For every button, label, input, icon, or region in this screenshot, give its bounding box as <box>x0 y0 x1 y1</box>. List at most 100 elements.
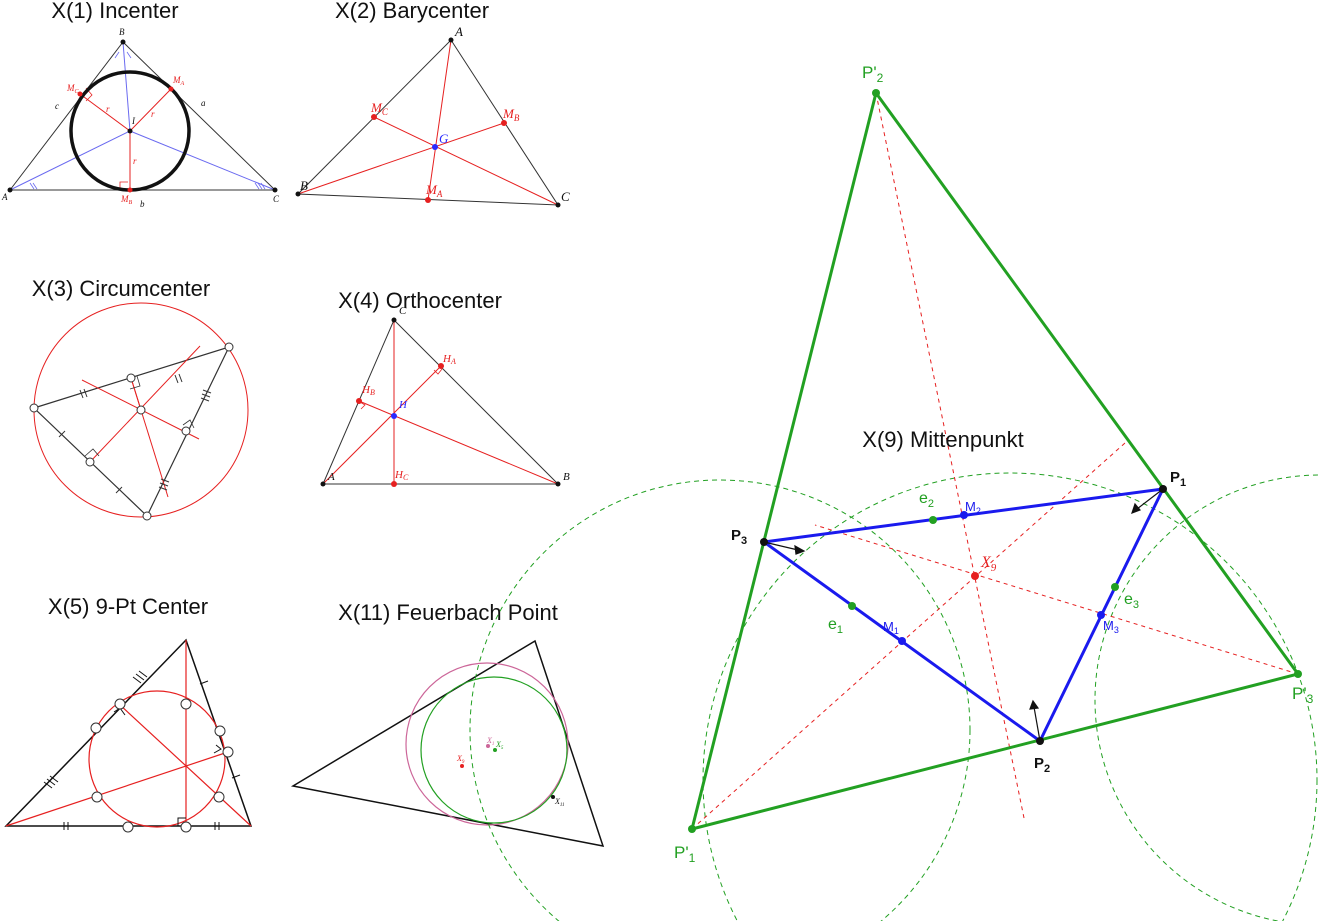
label-x5: X5 <box>495 740 504 751</box>
excircle-arc <box>1094 474 1320 921</box>
ninepoint-point <box>91 791 103 803</box>
label-m1: M1 <box>883 619 899 636</box>
excircle-arc <box>702 472 1318 921</box>
median-a <box>297 122 505 195</box>
excenter-point <box>688 825 696 833</box>
label-vertex-a: A <box>454 24 463 39</box>
altitude-b <box>358 400 559 485</box>
vertex-point <box>1159 485 1167 493</box>
equal-tick <box>200 389 212 402</box>
label-mc: MC <box>66 83 80 95</box>
label-side-c: c <box>55 101 59 111</box>
excentral-triangle <box>689 89 1301 832</box>
median-b <box>427 39 452 201</box>
panel-feuerbach: X(11) Feuerbach Point X9 X1 X5 X11 <box>290 600 605 847</box>
label-vertex-c: C <box>561 189 570 204</box>
label-vertex-a: A <box>1 192 8 202</box>
label-mb: MB <box>502 106 520 123</box>
foot-point <box>391 481 397 487</box>
label-x11: X11 <box>554 797 565 808</box>
x5-point <box>493 748 497 752</box>
excircle-touch-point <box>929 516 937 524</box>
vertex-point <box>320 481 326 487</box>
label-x9: X9 <box>456 754 465 765</box>
label-m3: M3 <box>1103 618 1119 635</box>
equal-tick <box>63 822 69 830</box>
panel-title-circumcenter: X(3) Circumcenter <box>32 276 210 301</box>
label-mb: MB <box>120 194 133 206</box>
ninepoint-point <box>214 725 226 737</box>
vertex-point <box>29 403 39 413</box>
x11-point <box>551 795 555 799</box>
foot-point <box>438 363 444 369</box>
bisector-b <box>122 41 131 132</box>
label-x1: X1 <box>486 736 494 747</box>
label-x9: X9 <box>980 554 997 574</box>
label-vertex-b: B <box>300 178 308 193</box>
x9-point <box>460 764 464 768</box>
perp-bisector <box>130 377 169 498</box>
feuerbach-triangle <box>290 639 605 847</box>
angle-tick <box>254 182 266 190</box>
label-m2: M2 <box>965 499 981 516</box>
right-angle-mark <box>129 375 141 390</box>
label-p3: P3 <box>731 527 747 547</box>
label-hc: HC <box>394 469 409 482</box>
perp-bisector <box>89 345 201 463</box>
right-angle-mark <box>359 401 366 410</box>
midpoint <box>501 120 507 126</box>
vertex-point <box>391 317 397 323</box>
equal-tick <box>158 478 170 491</box>
excircle-arc <box>469 479 971 921</box>
midpoint <box>85 457 95 467</box>
label-radius: r <box>151 109 155 119</box>
label-vertex-c: C <box>399 305 407 317</box>
label-ma: MA <box>172 75 185 87</box>
label-radius: r <box>133 156 137 166</box>
circumcenter-triangle <box>32 346 231 518</box>
x1-point <box>486 744 490 748</box>
altitude-a <box>322 365 442 485</box>
foot-point <box>356 398 362 404</box>
right-angle-mark <box>182 419 195 429</box>
tangent-point <box>168 86 174 92</box>
incenter-triangle <box>8 41 277 191</box>
panel-title-mittenpunkt: X(9) Mittenpunkt <box>862 427 1023 452</box>
panel-incenter: X(1) Incenter A B C a b c I <box>1 0 280 209</box>
equal-tick <box>43 775 59 789</box>
angle-tick <box>114 51 132 59</box>
ninepoint-point <box>90 722 102 734</box>
equal-tick <box>174 373 183 384</box>
excenter-point <box>1294 670 1302 678</box>
label-pp1: P'1 <box>674 843 696 865</box>
vertex-point <box>224 342 234 352</box>
midpoint <box>1097 611 1105 619</box>
orthocenter-point <box>391 413 397 419</box>
ninepoint-point <box>114 698 126 710</box>
label-hb: HB <box>361 384 375 397</box>
equal-tick <box>58 430 66 438</box>
bisector-c <box>129 130 276 191</box>
equal-tick <box>214 822 220 830</box>
radius-c <box>79 93 131 132</box>
mittenpunkt-point <box>971 572 979 580</box>
vertex-point <box>7 187 13 193</box>
label-vertex-a: A <box>327 471 335 483</box>
ninepoint-point <box>180 821 192 833</box>
vertex-point <box>142 511 152 521</box>
label-vertex-c: C <box>273 194 280 204</box>
median-c <box>373 116 559 206</box>
label-incenter: I <box>131 116 136 126</box>
equal-tick <box>79 388 88 399</box>
right-angle-mark <box>119 181 128 190</box>
label-side-b: b <box>140 199 145 209</box>
vertex-point <box>555 202 561 208</box>
tangent-point <box>127 187 133 193</box>
excircle-touch-point <box>1111 583 1119 591</box>
panel-barycenter: X(2) Barycenter A B C G MC MB MA <box>295 0 570 208</box>
label-orthocenter: H <box>398 399 408 411</box>
label-vertex-b: B <box>563 471 570 483</box>
equal-tick <box>199 680 209 685</box>
label-p2: P2 <box>1034 755 1050 775</box>
